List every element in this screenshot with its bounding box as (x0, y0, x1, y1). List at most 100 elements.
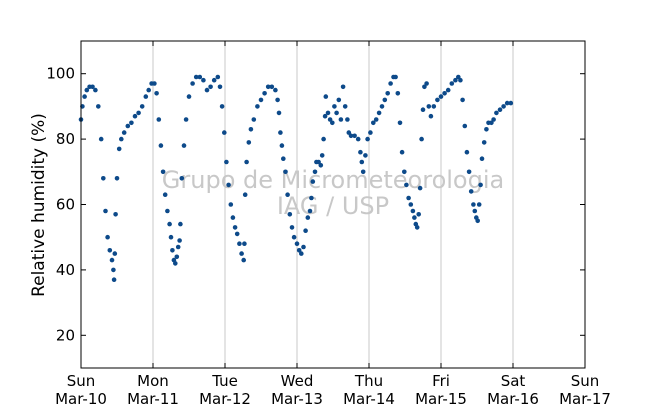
data-point (111, 267, 116, 273)
data-point (190, 81, 195, 86)
data-point (445, 87, 451, 93)
data-point (105, 234, 110, 240)
data-point (116, 146, 122, 152)
data-point (466, 169, 472, 175)
data-point (338, 117, 344, 122)
data-point (363, 153, 368, 158)
data-point (428, 113, 434, 119)
data-point (93, 87, 98, 93)
y-axis: 20 40 60 80 100 (46, 65, 585, 344)
data-point (346, 130, 352, 135)
data-point (160, 169, 166, 175)
data-point (162, 192, 168, 197)
data-point (82, 94, 87, 99)
data-point (462, 123, 468, 129)
x-tick-day-label: Tue (211, 372, 238, 390)
data-point (114, 176, 120, 181)
y-tick-label: 20 (56, 326, 75, 344)
data-point (322, 113, 328, 119)
data-point (460, 97, 465, 103)
data-point (442, 91, 447, 96)
data-point (113, 212, 118, 217)
data-point (226, 182, 231, 188)
data-point (217, 84, 223, 90)
data-point (136, 110, 141, 116)
data-point (332, 104, 337, 109)
data-point (435, 97, 440, 103)
x-tick-day-label: Thu (354, 372, 383, 390)
data-point (152, 81, 157, 86)
data-point (419, 136, 424, 142)
data-point (478, 182, 483, 188)
data-point (219, 104, 225, 109)
data-point (175, 244, 181, 250)
data-point (167, 221, 172, 227)
data-point (121, 130, 127, 135)
data-point (408, 202, 414, 207)
y-tick-label: 80 (56, 130, 75, 148)
data-point (158, 143, 164, 148)
data-point (287, 212, 293, 217)
x-tick-day-label: Fri (432, 372, 450, 390)
data-point (103, 208, 108, 214)
data-point (242, 241, 247, 246)
data-point (177, 238, 182, 243)
data-point (143, 94, 149, 99)
data-point (303, 228, 308, 233)
data-point (154, 91, 159, 96)
x-tick-date-label: Mar-17 (559, 390, 611, 408)
data-point (201, 77, 206, 83)
data-point (96, 104, 101, 109)
x-tick-date-label: Mar-14 (343, 390, 395, 408)
data-point (330, 120, 335, 126)
data-point (279, 143, 285, 148)
data-point (508, 100, 514, 106)
data-point (410, 208, 416, 214)
data-point (112, 251, 118, 256)
data-point (336, 97, 342, 103)
data-point (183, 117, 189, 122)
data-point (438, 94, 444, 99)
data-point (278, 130, 283, 135)
data-point (119, 136, 124, 142)
y-axis-title: Relative humidity (%) (29, 113, 49, 297)
data-point (262, 91, 267, 96)
data-point (109, 257, 115, 263)
data-point (173, 261, 178, 266)
data-point (318, 163, 324, 168)
data-point (237, 241, 242, 246)
data-point (246, 140, 252, 145)
data-point (476, 202, 482, 207)
data-point (181, 143, 187, 148)
data-point (197, 74, 203, 80)
data-point (397, 120, 403, 126)
data-point (174, 254, 180, 260)
data-point (179, 176, 185, 181)
data-point (365, 136, 370, 142)
data-point (251, 117, 257, 122)
data-point (497, 107, 503, 112)
data-point (285, 192, 290, 197)
data-point (340, 84, 346, 90)
data-point (310, 179, 316, 184)
data-point (258, 97, 264, 103)
data-point (242, 192, 248, 197)
data-point (424, 81, 429, 86)
data-point (239, 251, 244, 256)
data-point (178, 221, 183, 227)
data-point (90, 84, 95, 90)
data-point (402, 169, 407, 175)
data-point (379, 104, 385, 109)
x-tick-date-label: Mar-10 (55, 390, 107, 408)
data-point (368, 130, 373, 135)
data-point (475, 218, 481, 224)
data-point (412, 215, 417, 220)
data-point (146, 87, 151, 93)
data-points (78, 74, 514, 283)
data-point (305, 215, 311, 220)
data-point (224, 159, 229, 165)
data-point (98, 136, 104, 142)
x-tick-day-label: Mon (137, 372, 169, 390)
data-point (165, 208, 170, 214)
